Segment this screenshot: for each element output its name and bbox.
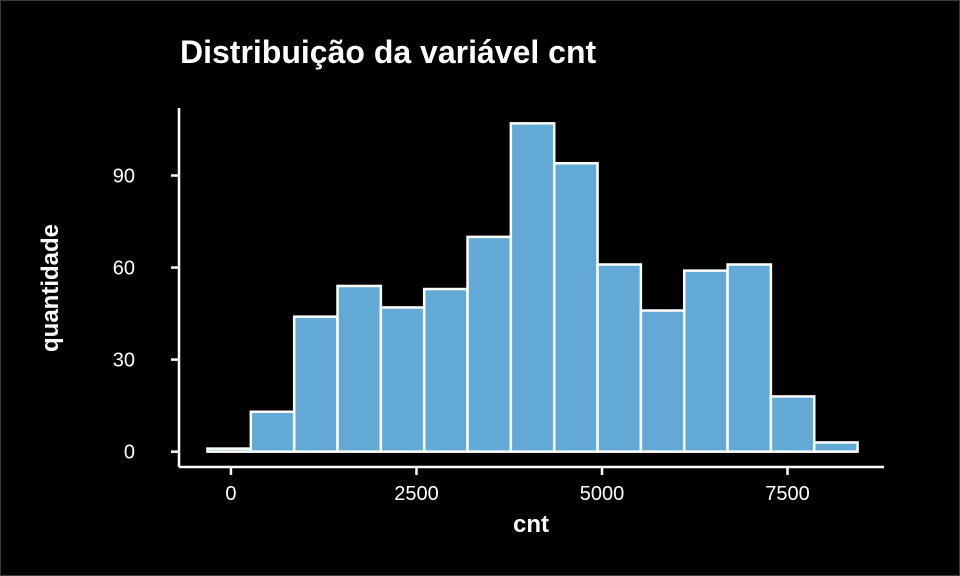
histogram-bar-4 (379, 306, 426, 453)
y-tick-label-1: 30 (113, 350, 135, 372)
x-ticks-group: 0 2500 5000 7500 (225, 467, 810, 505)
histogram-bar-6 (466, 235, 513, 453)
histogram-bar-10 (639, 309, 686, 453)
x-tick-label-1: 2500 (394, 483, 439, 505)
histogram-bar-14 (812, 441, 859, 453)
histogram-bar-9 (596, 263, 643, 453)
chart-title: Distribuição da variável cnt (180, 34, 597, 70)
y-ticks-group: 0 30 60 90 (113, 166, 179, 464)
y-tick-label-0: 0 (124, 442, 135, 464)
x-tick-label-3: 7500 (765, 483, 810, 505)
bars-group (206, 122, 859, 453)
histogram-bar-13 (769, 395, 816, 453)
x-tick-label-2: 5000 (580, 483, 625, 505)
histogram-bar-7 (509, 122, 556, 453)
y-tick-label-3: 90 (113, 166, 135, 188)
histogram-bar-2 (292, 315, 339, 453)
x-axis-label: cnt (513, 511, 549, 538)
histogram-bar-1 (249, 410, 296, 453)
x-tick-label-0: 0 (225, 483, 236, 505)
histogram-bar-5 (422, 287, 469, 453)
histogram-bar-3 (336, 284, 383, 453)
y-axis-label: quantidade (37, 224, 64, 352)
histogram-bar-11 (682, 269, 729, 453)
histogram-bar-0 (206, 447, 253, 453)
y-tick-label-2: 60 (113, 258, 135, 280)
histogram-bar-8 (552, 161, 599, 453)
histogram-bar-12 (726, 263, 773, 453)
